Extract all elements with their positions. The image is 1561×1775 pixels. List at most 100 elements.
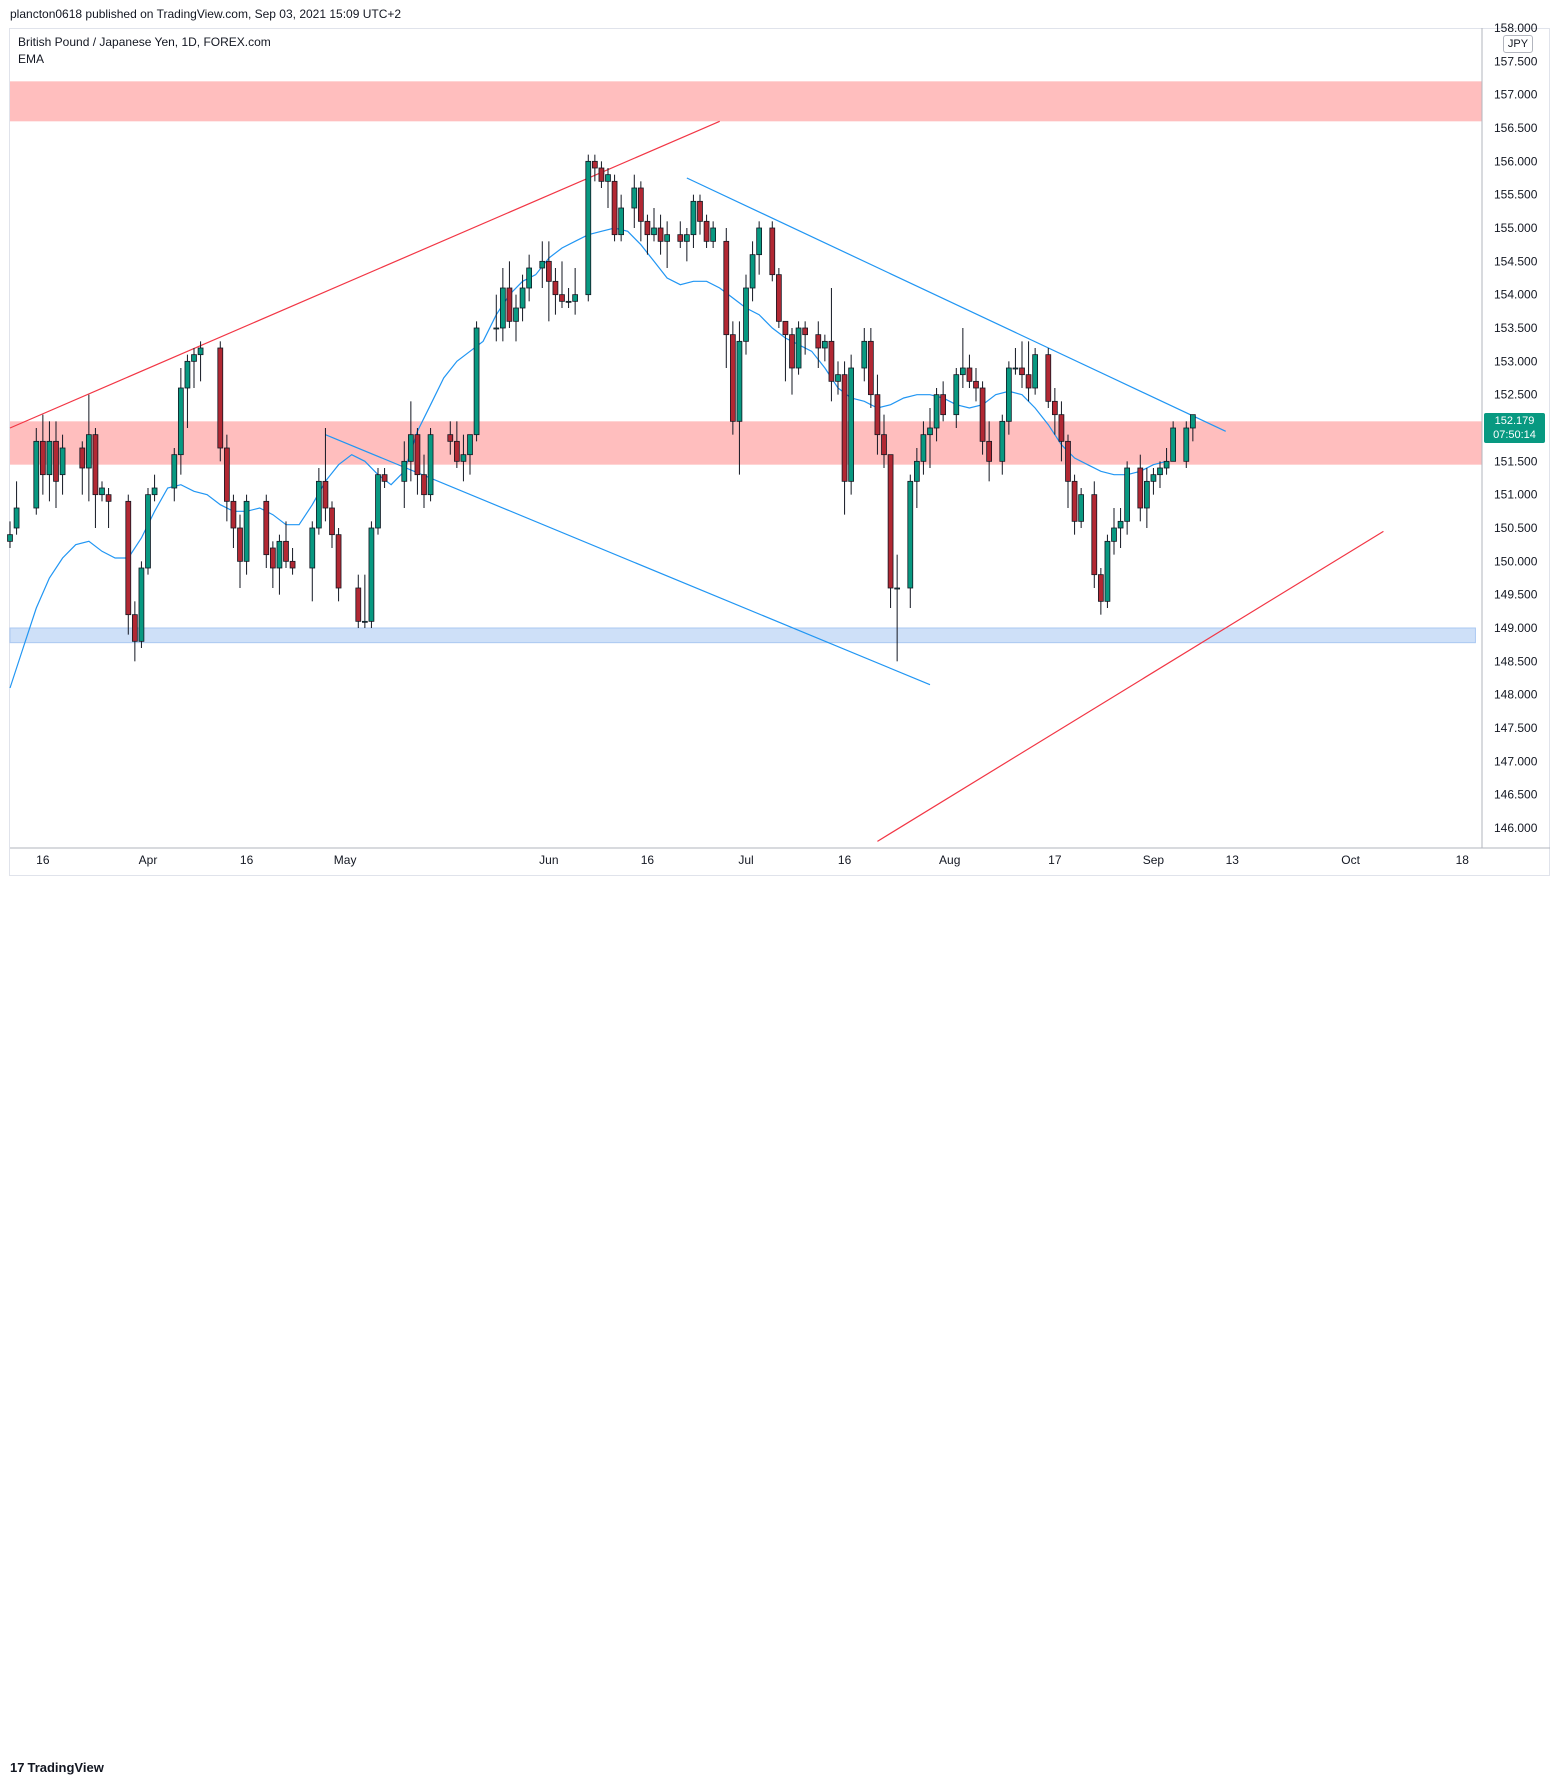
candle-body <box>243 500 250 562</box>
candle <box>1143 468 1150 528</box>
candle <box>322 428 329 522</box>
candle-body <box>401 460 408 482</box>
candle-body <box>927 427 933 436</box>
candle-body <box>729 334 736 422</box>
candle-body <box>1005 367 1012 422</box>
candle <box>269 541 276 588</box>
symbol-title[interactable]: British Pound / Japanese Yen, 1D, FOREX.… <box>18 35 271 49</box>
candle <box>795 321 802 375</box>
y-tick-label: 154.500 <box>1494 254 1538 268</box>
candle <box>1150 468 1157 495</box>
candle-body <box>572 294 579 302</box>
time-axis: 16 Apr 16 May Jun 16 Jul 16 Aug 17 Sep 13 Oct 18 <box>10 847 1550 867</box>
candle-body <box>184 360 191 389</box>
candle <box>835 361 841 395</box>
candle <box>237 514 243 588</box>
candle-body <box>631 187 638 209</box>
candle <box>217 341 224 462</box>
candle <box>1078 488 1085 528</box>
currency-badge[interactable]: JPY <box>1503 35 1533 53</box>
candle <box>729 321 736 435</box>
candle <box>789 328 795 395</box>
candle-body <box>1137 467 1144 509</box>
candle <box>1051 388 1058 435</box>
candle <box>1091 481 1098 588</box>
candle <box>368 521 375 628</box>
candle <box>775 268 782 328</box>
candle <box>723 228 730 368</box>
candle-body <box>1058 414 1065 442</box>
candle <box>401 441 408 508</box>
candle <box>618 194 625 242</box>
candle-body <box>263 500 270 556</box>
candle-body <box>1117 520 1124 529</box>
candle <box>559 261 565 308</box>
y-tick-label: 156.000 <box>1494 154 1538 168</box>
candle <box>881 414 887 468</box>
candle <box>92 428 99 528</box>
candle-body <box>237 527 243 562</box>
candle <box>1189 414 1196 442</box>
candle-body <box>1183 427 1190 462</box>
candle <box>39 414 46 495</box>
candle-body <box>677 234 684 242</box>
candle <box>631 174 638 228</box>
zone-support <box>9 627 1476 644</box>
zones-layer <box>9 81 1482 644</box>
candle-body <box>99 487 105 496</box>
published-note: plancton0618 published on TradingView.co… <box>10 7 402 21</box>
candle <box>539 241 546 288</box>
candle <box>664 221 671 268</box>
candle-body <box>821 340 828 349</box>
candle <box>131 601 138 662</box>
candle <box>598 161 605 188</box>
candle <box>414 428 421 495</box>
candle-body <box>697 200 703 222</box>
trendline-3 <box>686 177 1226 432</box>
candle <box>828 288 835 402</box>
candle-body <box>368 527 375 622</box>
candle <box>46 421 53 502</box>
candle <box>743 274 749 355</box>
candle-body <box>1071 480 1078 522</box>
candle <box>1025 341 1032 402</box>
candle-body <box>105 494 112 502</box>
candle <box>894 554 901 662</box>
x-tick-label: May <box>334 853 357 867</box>
candle <box>309 521 316 602</box>
candle-body <box>1157 467 1163 476</box>
candle-body <box>322 480 329 509</box>
candle-body <box>421 474 427 496</box>
candle <box>263 494 270 568</box>
candle-body <box>315 480 322 529</box>
candle-body <box>39 440 46 476</box>
candle <box>545 241 552 322</box>
candle <box>1124 461 1131 535</box>
candle-body <box>756 227 763 256</box>
candle <box>1117 508 1124 548</box>
candle-body <box>519 287 526 309</box>
candle-body <box>598 167 605 182</box>
candle-body <box>1111 527 1117 542</box>
candle <box>361 574 368 628</box>
candle-body <box>861 340 868 369</box>
candle-body <box>887 454 894 589</box>
indicator-name[interactable]: EMA <box>18 52 45 66</box>
candle <box>1097 568 1104 615</box>
candle <box>979 381 986 455</box>
candle-body <box>230 500 237 529</box>
candle-body <box>644 220 651 236</box>
candle-body <box>269 547 276 569</box>
candle-body <box>552 280 559 296</box>
candle <box>85 394 92 502</box>
y-tick-label: 151.000 <box>1494 488 1538 502</box>
candle <box>848 354 855 495</box>
tradingview-logo[interactable]: 17 TradingView <box>10 1760 104 1775</box>
price-chart[interactable]: 146.000 146.500 147.000 147.500 148.000 148.5… <box>0 0 1561 910</box>
candle <box>710 221 717 248</box>
candle <box>473 321 480 442</box>
candle <box>565 288 572 308</box>
candle-body <box>79 447 86 469</box>
candle-body <box>749 254 756 289</box>
candle <box>230 494 237 548</box>
